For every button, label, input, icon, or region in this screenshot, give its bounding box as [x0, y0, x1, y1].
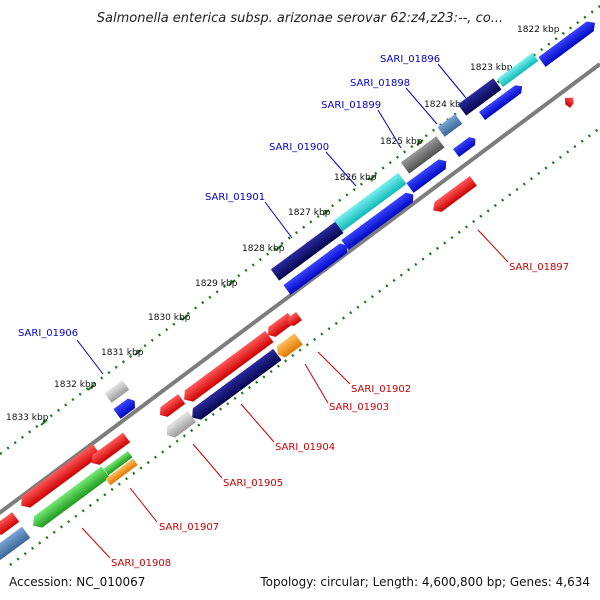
tick-mark — [416, 139, 424, 146]
leader-sari-01908 — [81, 527, 111, 559]
scale-dotted-line-inner — [9, 126, 600, 567]
leader-sari-01907 — [129, 487, 158, 523]
gene-label-sari-01904[interactable]: SARI_01904 — [275, 442, 335, 453]
gene-label-sari-01899[interactable]: SARI_01899 — [321, 100, 381, 111]
gene-red-bottom-left[interactable] — [0, 512, 20, 538]
leader-sari-01904 — [240, 403, 275, 443]
tick-mark — [134, 349, 142, 356]
gene-sari-01905[interactable] — [163, 410, 197, 441]
leader-sari-01899 — [377, 109, 402, 149]
gene-steel-bottom-left[interactable] — [0, 526, 31, 562]
tick-label-1830: 1830 kbp — [148, 313, 191, 323]
gene-sari-01898[interactable] — [457, 78, 502, 116]
gene-sari-01900[interactable] — [400, 136, 445, 174]
gene-red-tiny-right[interactable] — [562, 94, 576, 108]
tick-label-1827: 1827 kbp — [288, 208, 331, 218]
label-leaders — [76, 63, 509, 559]
gene-label-sari-01908[interactable]: SARI_01908 — [111, 558, 171, 569]
gene-label-sari-01900[interactable]: SARI_01900 — [269, 142, 329, 153]
leader-sari-01900 — [325, 151, 357, 187]
gene-sari-01896[interactable] — [497, 52, 539, 88]
tick-label-1826: 1826 kbp — [334, 173, 377, 183]
tick-label-1823: 1823 kbp — [470, 63, 513, 73]
gene-label-sari-01896[interactable]: SARI_01896 — [380, 54, 440, 65]
gene-blue-long[interactable] — [341, 190, 416, 250]
gene-sari-01903[interactable] — [180, 330, 274, 405]
gene-sari-01901[interactable] — [270, 221, 344, 281]
gene-label-sari-01898[interactable]: SARI_01898 — [350, 78, 410, 89]
tick-label-1825: 1825 kbp — [380, 137, 423, 147]
leader-sari-01905 — [192, 443, 223, 479]
gene-blue-small-right[interactable] — [453, 135, 478, 158]
gene-label-sari-01905[interactable]: SARI_01905 — [223, 478, 283, 489]
gene-label-sari-01902[interactable]: SARI_01902 — [351, 384, 411, 395]
gene-sari-01897[interactable] — [430, 176, 477, 215]
accession-text: Accession: NC_010067 — [9, 575, 145, 589]
gene-sari-01904[interactable] — [188, 348, 282, 423]
leader-sari-01906 — [76, 339, 104, 375]
tick-mark — [40, 419, 48, 426]
leader-sari-01903 — [304, 363, 329, 404]
leader-sari-01901 — [264, 201, 293, 239]
gene-label-sari-01897[interactable]: SARI_01897 — [509, 262, 569, 273]
forward-strand-genes — [0, 18, 598, 562]
leader-sari-01902 — [317, 351, 351, 385]
gene-label-sari-01906[interactable]: SARI_01906 — [18, 328, 78, 339]
tick-mark — [275, 244, 283, 251]
gene-sari-01907-green[interactable] — [103, 450, 133, 476]
tick-mark — [322, 209, 330, 216]
gene-sari-01899[interactable] — [437, 114, 463, 137]
genome-backbone — [0, 62, 600, 516]
gene-blue-lower[interactable] — [283, 241, 350, 295]
summary-text: Topology: circular; Length: 4,600,800 bp… — [259, 575, 590, 589]
gene-blue-top-right[interactable] — [538, 18, 598, 67]
gene-sari-01902[interactable] — [274, 333, 303, 360]
reverse-strand-genes — [0, 94, 576, 538]
gene-blue-mid[interactable] — [406, 156, 449, 193]
tick-label-1824: 1824 kbp — [424, 100, 467, 110]
tick-label-1832: 1832 kbp — [54, 380, 97, 390]
gene-label-sari-01907[interactable]: SARI_01907 — [159, 522, 219, 533]
gene-red-long-left[interactable] — [17, 444, 101, 511]
tick-label-1833: 1833 kbp — [6, 413, 49, 423]
gene-red-small-mid[interactable] — [156, 394, 186, 420]
tick-mark — [228, 279, 236, 286]
gene-red-tiny-top[interactable] — [285, 312, 303, 328]
leader-sari-01896 — [437, 63, 467, 99]
gene-blue-small-left[interactable] — [113, 396, 138, 419]
tick-label-1822: 1822 kbp — [517, 25, 560, 35]
tick-mark — [369, 174, 377, 181]
leader-sari-01897 — [477, 229, 509, 263]
gene-red-left-short[interactable] — [88, 432, 131, 468]
map-title: Salmonella enterica subsp. arizonae sero… — [97, 11, 503, 26]
gene-sari-01908[interactable] — [29, 466, 110, 531]
gene-sari-01906[interactable] — [104, 380, 130, 403]
leader-sari-01898 — [405, 87, 438, 125]
gene-label-sari-01903[interactable]: SARI_01903 — [329, 402, 389, 413]
gene-sari-01907[interactable] — [105, 458, 138, 486]
tick-mark — [87, 384, 95, 391]
tick-label-1829: 1829 kbp — [195, 279, 238, 289]
tick-label-1831: 1831 kbp — [101, 348, 144, 358]
tick-label-1828: 1828 kbp — [242, 244, 285, 254]
gene-sari-01901-cyan[interactable] — [333, 172, 407, 232]
tick-mark — [181, 314, 189, 321]
gene-label-sari-01901[interactable]: SARI_01901 — [205, 192, 265, 203]
gene-blue-right-mid[interactable] — [479, 82, 525, 121]
